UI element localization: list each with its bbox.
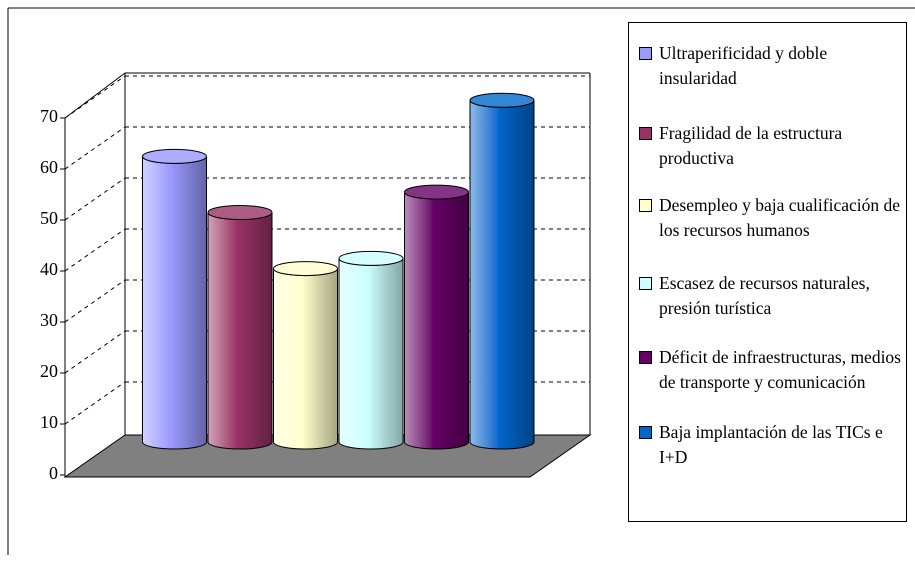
y-tick-label: 50 [40, 208, 58, 228]
grid-line [64, 177, 126, 221]
cylinder-top [273, 261, 338, 277]
cylinder-body [207, 212, 273, 450]
y-tick-label: 30 [40, 310, 58, 330]
y-tick-label: 10 [40, 412, 58, 432]
y-tick-label: 70 [40, 106, 58, 126]
legend-label: Escasez de recursos naturales, presión t… [659, 273, 870, 318]
cylinder [469, 92, 535, 450]
legend-label: Déficit de infraestructuras, medios de t… [659, 347, 901, 392]
legend-swatch [639, 277, 652, 290]
cylinder [338, 250, 404, 450]
cylinder-body [273, 268, 338, 450]
y-tick-label: 60 [40, 157, 58, 177]
legend-label: Baja implantación de las TICs e I+D [659, 422, 883, 467]
grid-line [64, 381, 126, 425]
grid-line [64, 126, 126, 170]
cylinder-top [469, 92, 535, 108]
grid-line [64, 228, 126, 272]
cylinder [404, 184, 469, 450]
cylinder-body [469, 100, 535, 450]
wall-edge [64, 72, 126, 119]
grid-line [64, 75, 126, 119]
y-tick-label: 20 [40, 361, 58, 381]
legend-label: Desempleo y baja cualificación de los re… [659, 195, 901, 240]
cylinder-top [338, 250, 404, 266]
y-tick-label: 40 [40, 259, 58, 279]
grid-line [64, 330, 126, 374]
legend-swatch [639, 351, 652, 364]
cylinder-body [142, 156, 207, 450]
cylinder-body [338, 258, 404, 450]
cylinder-top [207, 205, 273, 220]
cylinder [273, 261, 338, 450]
cylinder [142, 148, 207, 450]
legend-swatch [639, 426, 652, 439]
grid-line [64, 279, 126, 323]
legend-label: Ultraperificidad y doble insularidad [659, 43, 828, 88]
legend-swatch [639, 47, 652, 60]
cylinder-top [142, 148, 207, 164]
cylinder-body [404, 191, 469, 450]
cylinder [207, 205, 273, 450]
legend-label: Fragilidad de la estructura productiva [659, 123, 843, 168]
legend-swatch [639, 199, 652, 212]
legend: Ultraperificidad y doble insularidad Frag… [628, 22, 907, 522]
y-tick-label: 0 [49, 463, 58, 483]
cylinder-top [404, 184, 469, 200]
legend-swatch [639, 127, 652, 140]
